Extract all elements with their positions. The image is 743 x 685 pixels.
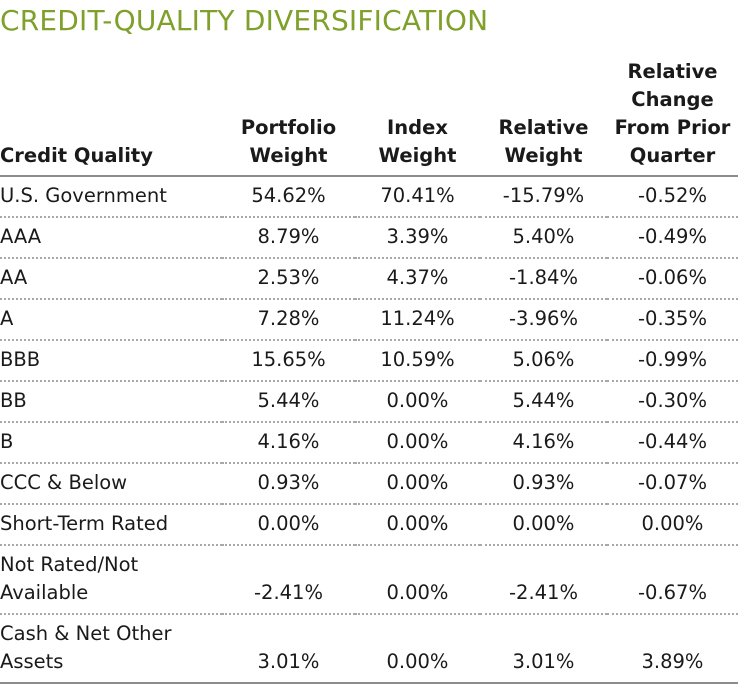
credit-quality-cell: Short-Term Rated bbox=[0, 504, 222, 546]
relative-weight-cell: 0.93% bbox=[480, 463, 607, 505]
relative-change-cell: -0.06% bbox=[607, 258, 738, 300]
table-header-row: Credit Quality Portfolio Weight Index We… bbox=[0, 58, 738, 177]
relative-weight-cell: -15.79% bbox=[480, 176, 607, 218]
relative-change-cell: -0.67% bbox=[607, 545, 738, 615]
portfolio-weight-cell: 15.65% bbox=[222, 340, 355, 382]
table-row: B 4.16% 0.00% 4.16% -0.44% bbox=[0, 422, 738, 464]
relative-change-cell: 0.00% bbox=[607, 504, 738, 546]
portfolio-weight-cell: 0.00% bbox=[222, 504, 355, 546]
relative-weight-cell: 3.01% bbox=[480, 614, 607, 684]
index-weight-cell: 0.00% bbox=[355, 381, 480, 423]
portfolio-weight-cell: 7.28% bbox=[222, 299, 355, 341]
table-row: Cash & Net Other Assets 3.01% 0.00% 3.01… bbox=[0, 614, 738, 684]
relative-weight-cell: -2.41% bbox=[480, 545, 607, 615]
credit-quality-cell: U.S. Government bbox=[0, 176, 222, 218]
credit-quality-cell: AAA bbox=[0, 217, 222, 259]
portfolio-weight-cell: 2.53% bbox=[222, 258, 355, 300]
table-row: Not Rated/Not Available -2.41% 0.00% -2.… bbox=[0, 545, 738, 615]
table-row: A 7.28% 11.24% -3.96% -0.35% bbox=[0, 299, 738, 341]
section-title: CREDIT-QUALITY DIVERSIFICATION bbox=[0, 4, 489, 37]
credit-quality-cell: BB bbox=[0, 381, 222, 423]
index-weight-cell: 70.41% bbox=[355, 176, 480, 218]
credit-quality-cell: Not Rated/Not Available bbox=[0, 545, 222, 615]
table-row: U.S. Government 54.62% 70.41% -15.79% -0… bbox=[0, 176, 738, 218]
index-weight-cell: 4.37% bbox=[355, 258, 480, 300]
portfolio-weight-cell: 5.44% bbox=[222, 381, 355, 423]
table-row: AAA 8.79% 3.39% 5.40% -0.49% bbox=[0, 217, 738, 259]
index-weight-cell: 0.00% bbox=[355, 504, 480, 546]
relative-change-cell: -0.49% bbox=[607, 217, 738, 259]
credit-quality-cell: CCC & Below bbox=[0, 463, 222, 505]
relative-change-cell: -0.44% bbox=[607, 422, 738, 464]
relative-change-cell: 3.89% bbox=[607, 614, 738, 684]
portfolio-weight-cell: 3.01% bbox=[222, 614, 355, 684]
portfolio-weight-cell: 0.93% bbox=[222, 463, 355, 505]
relative-change-cell: -0.99% bbox=[607, 340, 738, 382]
header-relative-change: Relative Change From Prior Quarter bbox=[607, 58, 738, 177]
index-weight-cell: 11.24% bbox=[355, 299, 480, 341]
portfolio-weight-cell: -2.41% bbox=[222, 545, 355, 615]
header-index-weight: Index Weight bbox=[355, 58, 480, 177]
relative-weight-cell: -1.84% bbox=[480, 258, 607, 300]
credit-quality-cell: BBB bbox=[0, 340, 222, 382]
header-portfolio-weight: Portfolio Weight bbox=[222, 58, 355, 177]
relative-change-cell: -0.07% bbox=[607, 463, 738, 505]
table-row: BBB 15.65% 10.59% 5.06% -0.99% bbox=[0, 340, 738, 382]
relative-weight-cell: 0.00% bbox=[480, 504, 607, 546]
portfolio-weight-cell: 8.79% bbox=[222, 217, 355, 259]
relative-weight-cell: -3.96% bbox=[480, 299, 607, 341]
table-row: CCC & Below 0.93% 0.00% 0.93% -0.07% bbox=[0, 463, 738, 505]
relative-weight-cell: 4.16% bbox=[480, 422, 607, 464]
portfolio-weight-cell: 54.62% bbox=[222, 176, 355, 218]
credit-quality-cell: B bbox=[0, 422, 222, 464]
relative-change-cell: -0.30% bbox=[607, 381, 738, 423]
credit-quality-cell: A bbox=[0, 299, 222, 341]
index-weight-cell: 0.00% bbox=[355, 545, 480, 615]
credit-quality-cell: Cash & Net Other Assets bbox=[0, 614, 222, 684]
index-weight-cell: 0.00% bbox=[355, 422, 480, 464]
table-row: AA 2.53% 4.37% -1.84% -0.06% bbox=[0, 258, 738, 300]
relative-weight-cell: 5.06% bbox=[480, 340, 607, 382]
index-weight-cell: 0.00% bbox=[355, 614, 480, 684]
relative-change-cell: -0.52% bbox=[607, 176, 738, 218]
credit-quality-cell: AA bbox=[0, 258, 222, 300]
index-weight-cell: 3.39% bbox=[355, 217, 480, 259]
index-weight-cell: 0.00% bbox=[355, 463, 480, 505]
index-weight-cell: 10.59% bbox=[355, 340, 480, 382]
relative-change-cell: -0.35% bbox=[607, 299, 738, 341]
header-relative-weight: Relative Weight bbox=[480, 58, 607, 177]
table-row: BB 5.44% 0.00% 5.44% -0.30% bbox=[0, 381, 738, 423]
credit-quality-table: Credit Quality Portfolio Weight Index We… bbox=[0, 58, 738, 684]
relative-weight-cell: 5.40% bbox=[480, 217, 607, 259]
table-row: Short-Term Rated 0.00% 0.00% 0.00% 0.00% bbox=[0, 504, 738, 546]
header-credit-quality: Credit Quality bbox=[0, 58, 222, 177]
portfolio-weight-cell: 4.16% bbox=[222, 422, 355, 464]
relative-weight-cell: 5.44% bbox=[480, 381, 607, 423]
